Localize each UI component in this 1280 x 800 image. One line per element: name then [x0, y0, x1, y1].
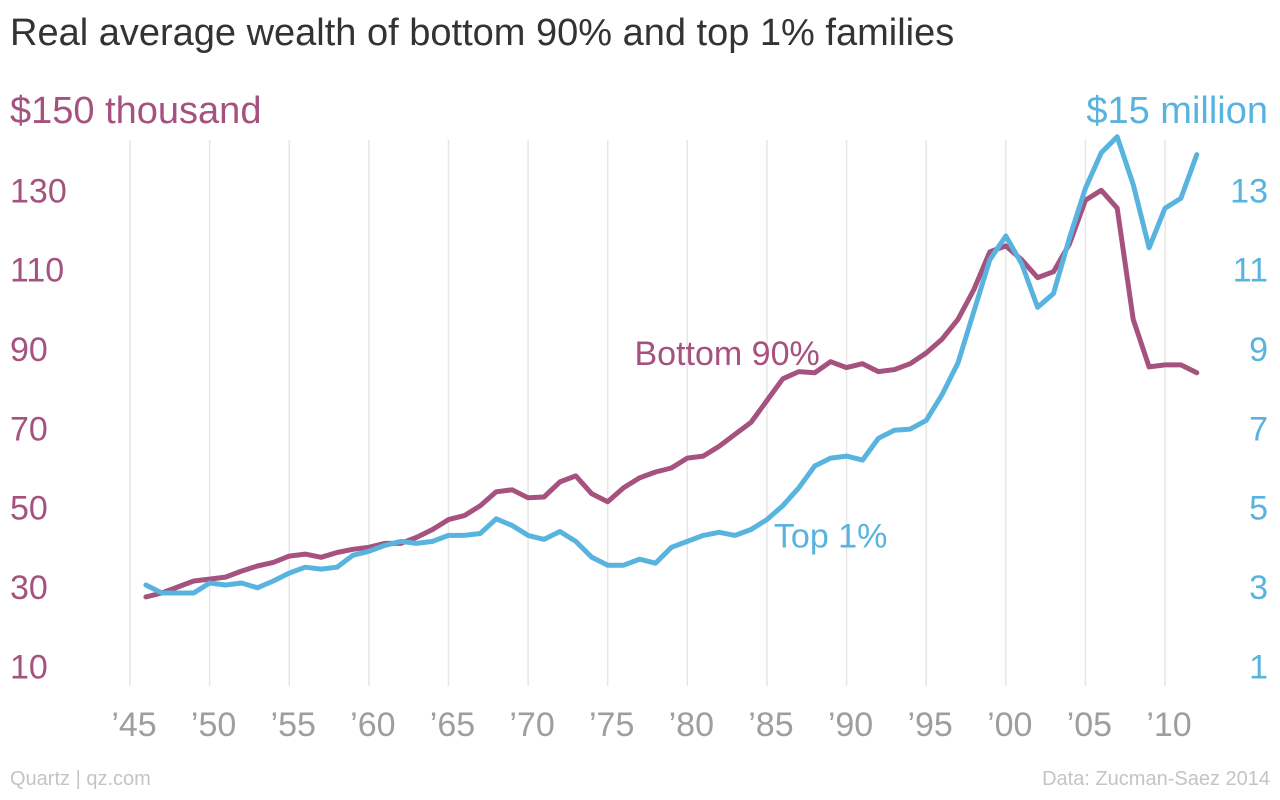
x-tick-label: ’65: [430, 706, 475, 744]
x-tick-label: ’60: [350, 706, 395, 744]
x-tick-label: ’90: [828, 706, 873, 744]
source-credit: Quartz | qz.com: [10, 768, 151, 790]
x-tick-label: ’50: [191, 706, 236, 744]
y-right-tick-label: 1: [1249, 648, 1268, 686]
series-label-bottom-90pct: Bottom 90%: [635, 335, 820, 373]
y-left-tick-label: 130: [10, 172, 67, 210]
series-layer: [143, 134, 1200, 600]
x-tick-label: ’05: [1067, 706, 1112, 744]
data-source: Data: Zucman-Saez 2014: [1042, 768, 1270, 790]
x-tick-label: ’75: [589, 706, 634, 744]
y-left-tick-label: 10: [10, 648, 48, 686]
x-tick-label: ’55: [271, 706, 316, 744]
y-right-unit-label: $15 million: [1086, 90, 1268, 132]
series-line-top-1pct: [143, 134, 1200, 596]
y-right-tick-label: 13: [1230, 172, 1268, 210]
y-left-tick-label: 110: [10, 252, 64, 290]
x-tick-label: ’45: [111, 706, 156, 744]
y-left-tick-label: 30: [10, 569, 48, 607]
series-line-bottom-90pct: [143, 187, 1200, 600]
label-layer: Bottom 90% Top 1%: [635, 335, 888, 555]
x-tick-label: ’70: [509, 706, 554, 744]
y-left-unit-label: $150 thousand: [10, 90, 261, 132]
y-right-tick-label: 11: [1233, 252, 1268, 290]
x-tick-label: ’10: [1146, 706, 1191, 744]
x-tick-label: ’00: [987, 706, 1032, 744]
y-right-tick-label: 9: [1249, 331, 1268, 369]
y-left-tick-label: 50: [10, 490, 48, 528]
series-label-top-1pct: Top 1%: [774, 517, 887, 555]
x-tick-label: ’80: [669, 706, 714, 744]
x-tick-label: ’95: [907, 706, 952, 744]
axis-layer: ’45 ’50 ’55 ’60 ’65 ’70 ’75 ’80 ’85 ’90 ’95 ’00 ’05 ’…: [10, 90, 1268, 744]
x-tick-label: ’85: [748, 706, 793, 744]
y-left-tick-label: 90: [10, 331, 48, 369]
y-right-tick-label: 5: [1249, 490, 1268, 528]
y-right-tick-label: 3: [1249, 569, 1268, 607]
grid-layer: [129, 140, 1166, 686]
y-right-tick-label: 7: [1249, 410, 1268, 448]
y-left-tick-label: 70: [10, 410, 48, 448]
chart-title: Real average wealth of bottom 90% and to…: [10, 12, 955, 54]
